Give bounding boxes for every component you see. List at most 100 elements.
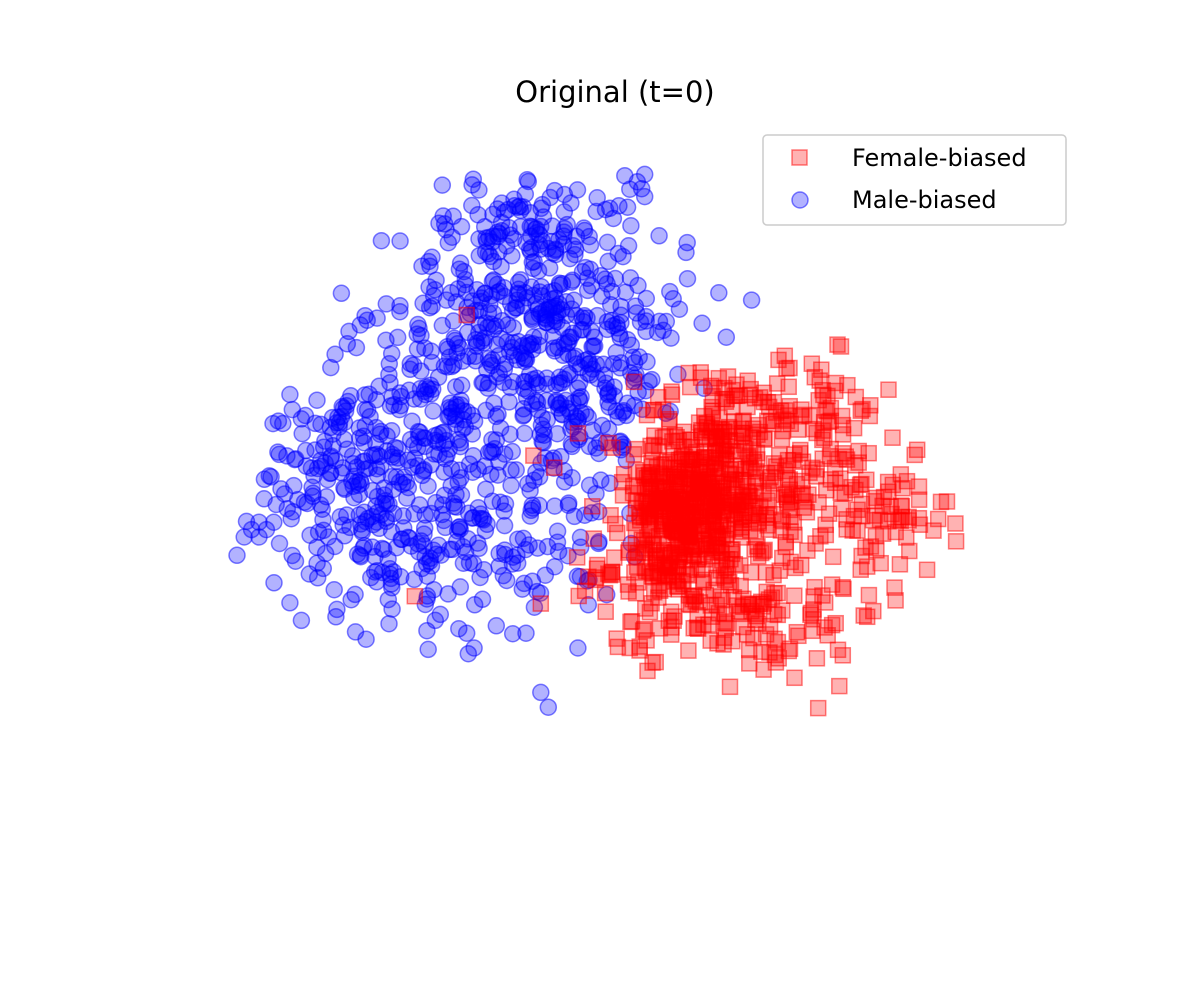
- male-biased-point: [431, 605, 450, 624]
- male-biased-point: [352, 547, 370, 566]
- male-biased-point: [553, 405, 571, 423]
- female-biased-point: [868, 542, 885, 559]
- female-biased-point: [750, 615, 767, 632]
- male-biased-point: [504, 229, 523, 248]
- female-biased-point: [947, 533, 965, 550]
- male-biased-point: [612, 297, 630, 316]
- male-biased-point: [365, 563, 384, 581]
- male-biased-point: [443, 403, 461, 422]
- legend-marker-male-biased: [791, 191, 809, 209]
- male-biased-point: [631, 313, 650, 331]
- male-biased-point: [603, 282, 621, 301]
- male-biased-point: [677, 243, 695, 262]
- female-biased-point: [834, 647, 852, 664]
- male-biased-point: [344, 454, 362, 473]
- female-biased-point: [770, 351, 787, 369]
- female-biased-point: [660, 612, 678, 629]
- male-biased-point: [228, 546, 246, 565]
- female-biased-point: [809, 699, 827, 717]
- female-biased-point: [675, 546, 692, 564]
- female-biased-point: [910, 491, 928, 508]
- male-biased-point: [339, 392, 357, 411]
- male-biased-point: [742, 291, 761, 309]
- female-biased-point: [804, 622, 821, 640]
- male-biased-point: [429, 536, 448, 554]
- male-biased-point: [355, 434, 373, 452]
- female-biased-point: [829, 641, 847, 659]
- male-biased-point: [515, 424, 534, 443]
- male-biased-point: [460, 553, 479, 572]
- female-biased-point: [703, 608, 721, 625]
- male-biased-point: [627, 304, 646, 322]
- male-biased-point: [535, 426, 553, 444]
- female-biased-point: [609, 524, 626, 542]
- female-biased-point: [661, 413, 678, 430]
- male-biased-point: [376, 491, 395, 510]
- female-biased-point: [845, 419, 863, 437]
- female-biased-point: [645, 401, 663, 419]
- male-biased-point: [335, 527, 354, 545]
- female-biased-point: [641, 520, 658, 538]
- male-biased-point: [492, 257, 510, 276]
- male-biased-point: [355, 536, 374, 555]
- male-biased-point: [622, 216, 640, 235]
- male-biased-point: [491, 493, 510, 511]
- male-biased-point: [454, 538, 472, 556]
- female-biased-point: [910, 478, 928, 495]
- female-biased-point: [745, 629, 762, 647]
- female-biased-point: [458, 306, 475, 324]
- female-biased-point: [692, 364, 709, 381]
- female-biased-point: [767, 654, 785, 671]
- male-biased-point: [385, 396, 403, 414]
- male-biased-point: [481, 353, 499, 372]
- male-biased-point: [638, 353, 656, 371]
- male-biased-point: [548, 533, 567, 551]
- female-biased-point: [780, 378, 797, 396]
- female-biased-point: [795, 499, 813, 516]
- male-biased-point: [281, 594, 299, 612]
- male-biased-point: [405, 505, 423, 523]
- male-biased-point: [555, 185, 574, 204]
- male-biased-point: [585, 337, 604, 355]
- male-biased-point: [416, 429, 434, 447]
- male-biased-point: [550, 295, 568, 313]
- male-biased-point: [372, 457, 390, 476]
- male-biased-point: [380, 614, 398, 633]
- male-biased-point: [265, 513, 283, 531]
- female-biased-point: [604, 439, 621, 456]
- female-biased-point: [702, 632, 719, 649]
- female-biased-point: [602, 507, 619, 524]
- female-biased-point: [829, 336, 846, 353]
- female-biased-point: [830, 450, 848, 468]
- female-biased-point: [722, 577, 740, 594]
- male-biased-point: [508, 351, 527, 369]
- male-biased-point: [289, 490, 307, 509]
- female-biased-point: [712, 516, 729, 533]
- male-biased-point: [637, 289, 656, 308]
- female-biased-point: [765, 475, 782, 492]
- female-biased-point: [872, 554, 889, 572]
- male-biased-point: [643, 370, 661, 389]
- male-biased-point: [408, 340, 427, 358]
- female-biased-point: [713, 544, 731, 561]
- male-biased-point: [580, 227, 598, 246]
- female-biased-point: [741, 655, 758, 672]
- male-biased-point: [503, 555, 522, 573]
- male-biased-point: [264, 414, 282, 433]
- female-biased-point: [732, 605, 749, 623]
- male-biased-point: [503, 624, 522, 643]
- male-biased-point: [420, 278, 438, 296]
- female-biased-point: [608, 630, 625, 647]
- plot-area: [228, 165, 965, 717]
- female-biased-point: [906, 446, 923, 464]
- female-biased-point: [584, 498, 601, 515]
- male-biased-point: [693, 314, 711, 333]
- female-biased-point: [739, 477, 757, 495]
- female-biased-point: [814, 450, 831, 467]
- male-biased-point: [383, 600, 401, 618]
- male-biased-point: [457, 624, 476, 642]
- female-biased-point: [823, 616, 841, 634]
- female-biased-point: [750, 416, 767, 434]
- female-biased-point: [546, 459, 563, 476]
- female-biased-point: [663, 383, 680, 400]
